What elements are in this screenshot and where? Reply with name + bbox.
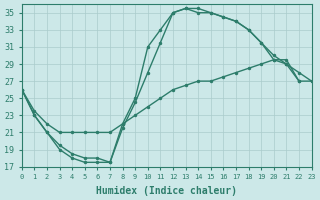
- X-axis label: Humidex (Indice chaleur): Humidex (Indice chaleur): [96, 186, 237, 196]
